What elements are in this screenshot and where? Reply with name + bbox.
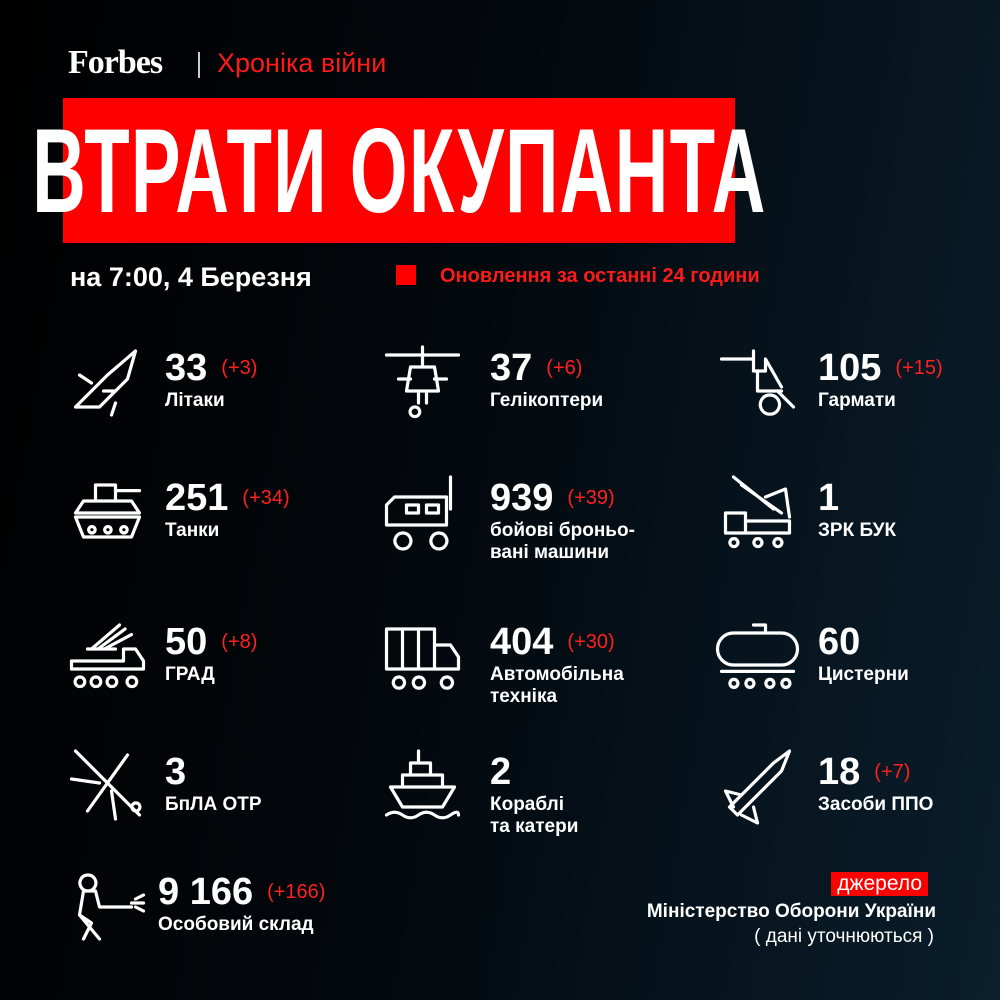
ship-icon: [380, 747, 465, 832]
loss-item: 939 (+39) бойові броньо- вані машини: [490, 478, 635, 564]
loss-label: Цистерни: [818, 664, 909, 685]
title-banner: [63, 98, 735, 243]
loss-label: Літаки: [165, 390, 225, 411]
loss-value: 60: [818, 621, 861, 663]
loss-item: 251 (+34) Танки: [165, 478, 290, 542]
loss-value: 9 166: [158, 871, 254, 913]
forbes-logo: Forbes: [68, 44, 163, 81]
loss-delta: (+30): [567, 631, 615, 653]
loss-value: 251: [165, 477, 229, 519]
soldier-icon: [65, 867, 150, 952]
loss-label: ГРАД: [165, 664, 215, 685]
helicopter-icon: [380, 343, 465, 428]
artillery-icon: [715, 343, 800, 428]
loss-item: 105 (+15) Гармати: [818, 348, 943, 412]
source-note: ( дані уточнюються ): [754, 926, 934, 947]
loss-label: ЗРК БУК: [818, 520, 897, 541]
loss-value: 1: [818, 477, 840, 519]
loss-label: БпЛА ОТР: [165, 794, 262, 815]
loss-label: Автомобільна техніка: [490, 664, 624, 707]
loss-delta: (+39): [567, 487, 615, 509]
jet-icon: [65, 343, 150, 428]
missile-icon: [715, 747, 800, 832]
loss-value: 18: [818, 751, 861, 793]
loss-label: бойові броньо- вані машини: [490, 520, 635, 563]
loss-value: 3: [165, 751, 187, 793]
loss-item: 2 Кораблі та катери: [490, 752, 578, 838]
loss-value: 37: [490, 347, 533, 389]
drone-icon: [65, 747, 150, 832]
loss-item: 1 ЗРК БУК: [818, 478, 896, 542]
loss-value: 50: [165, 621, 208, 663]
tank-icon: [65, 473, 150, 558]
legend-label: Оновлення за останні 24 години: [440, 265, 760, 287]
loss-delta: (+8): [221, 631, 258, 653]
loss-item: 33 (+3) Літаки: [165, 348, 257, 412]
loss-label: Танки: [165, 520, 220, 541]
loss-delta: (+3): [221, 357, 258, 379]
page-title-text: ВТРАТИ ОКУПАНТА: [31, 103, 767, 238]
page-title: ВТРАТИ ОКУПАНТА: [32, 98, 765, 243]
loss-value: 105: [818, 347, 882, 389]
loss-value: 939: [490, 477, 554, 519]
source-tag: джерело: [831, 872, 928, 896]
rocket-launcher-icon: [65, 617, 150, 702]
loss-delta: (+34): [242, 487, 290, 509]
section-title: Хроніка війни: [217, 48, 387, 78]
date-label: на 7:00, 4 Березня: [70, 262, 312, 292]
loss-delta: (+166): [267, 881, 326, 903]
tanker-icon: [715, 617, 800, 702]
loss-label: Особовий склад: [158, 914, 314, 935]
loss-item: 50 (+8) ГРАД: [165, 622, 257, 686]
loss-label: Кораблі та катери: [490, 794, 579, 837]
loss-delta: (+6): [546, 357, 583, 379]
armored-vehicle-icon: [380, 473, 465, 558]
loss-item: 9 166 (+166) Особовий склад: [158, 872, 325, 936]
truck-icon: [380, 617, 465, 702]
loss-label: Гармати: [818, 390, 896, 411]
loss-item: 3 БпЛА ОТР: [165, 752, 262, 816]
loss-item: 18 (+7) Засоби ППО: [818, 752, 933, 816]
loss-value: 2: [490, 751, 512, 793]
loss-item: 404 (+30) Автомобільна техніка: [490, 622, 624, 708]
divider: [198, 52, 200, 78]
legend-swatch: [396, 265, 416, 285]
loss-item: 37 (+6) Гелікоптери: [490, 348, 603, 412]
loss-value: 33: [165, 347, 208, 389]
loss-label: Гелікоптери: [490, 390, 604, 411]
source-name: Міністерство Оборони України: [646, 901, 936, 922]
loss-label: Засоби ППО: [818, 794, 934, 815]
sam-launcher-icon: [715, 473, 800, 558]
loss-item: 60 Цистерни: [818, 622, 909, 686]
loss-delta: (+7): [874, 761, 911, 783]
loss-value: 404: [490, 621, 554, 663]
loss-delta: (+15): [895, 357, 943, 379]
